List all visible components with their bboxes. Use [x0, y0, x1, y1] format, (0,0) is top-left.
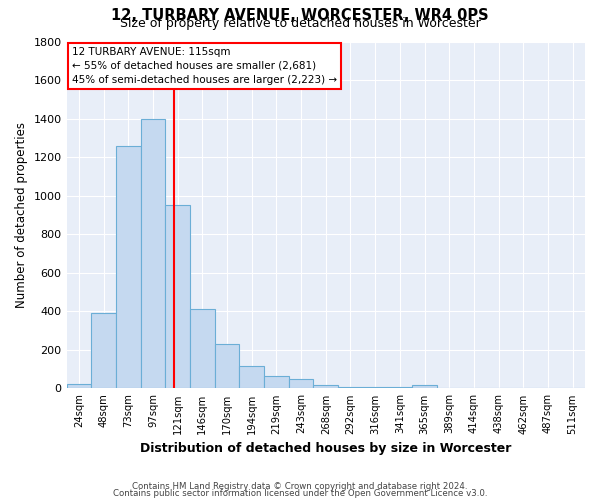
Bar	[91, 314, 116, 388]
Bar	[67, 384, 91, 388]
Text: Contains public sector information licensed under the Open Government Licence v3: Contains public sector information licen…	[113, 490, 487, 498]
Bar	[215, 344, 239, 389]
Bar	[412, 384, 437, 388]
X-axis label: Distribution of detached houses by size in Worcester: Distribution of detached houses by size …	[140, 442, 511, 455]
Bar	[239, 366, 264, 388]
Bar	[313, 384, 338, 388]
Bar	[289, 379, 313, 388]
Bar	[116, 146, 140, 388]
Text: Contains HM Land Registry data © Crown copyright and database right 2024.: Contains HM Land Registry data © Crown c…	[132, 482, 468, 491]
Bar	[264, 376, 289, 388]
Bar	[190, 310, 215, 388]
Text: Size of property relative to detached houses in Worcester: Size of property relative to detached ho…	[119, 18, 481, 30]
Bar	[140, 118, 165, 388]
Text: 12 TURBARY AVENUE: 115sqm
← 55% of detached houses are smaller (2,681)
45% of se: 12 TURBARY AVENUE: 115sqm ← 55% of detac…	[72, 46, 337, 84]
Text: 12, TURBARY AVENUE, WORCESTER, WR4 0PS: 12, TURBARY AVENUE, WORCESTER, WR4 0PS	[111, 8, 489, 22]
Bar	[363, 386, 388, 388]
Bar	[338, 386, 363, 388]
Y-axis label: Number of detached properties: Number of detached properties	[15, 122, 28, 308]
Bar	[165, 206, 190, 388]
